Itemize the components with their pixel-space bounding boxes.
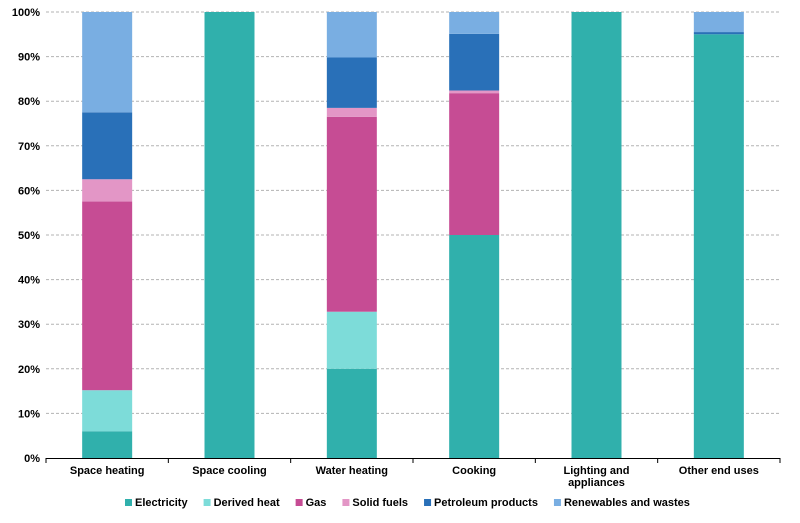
bar-segment-renewables-and-wastes-space-heating — [82, 12, 133, 113]
bar-segment-renewables-and-wastes-other-end-uses — [693, 12, 744, 33]
y-tick-label: 70% — [18, 141, 40, 153]
bar-segment-solid-fuels-space-heating — [82, 179, 133, 202]
x-category-label: Lighting and — [564, 465, 630, 477]
x-category-label: Other end uses — [679, 465, 759, 477]
y-tick-label: 100% — [12, 7, 40, 19]
bar-segment-petroleum-products-water-heating — [326, 57, 377, 108]
y-tick-label: 10% — [18, 408, 40, 420]
legend-item-solid-fuels: Solid fuels — [342, 497, 408, 509]
legend-item-petroleum-products: Petroleum products — [424, 497, 538, 509]
legend-label: Petroleum products — [434, 497, 538, 509]
x-axis — [45, 458, 781, 463]
gridlines — [46, 11, 780, 414]
bar-segment-electricity-cooking — [449, 235, 500, 458]
y-tick-label: 60% — [18, 185, 40, 197]
y-tick-label: 80% — [18, 96, 40, 108]
legend-item-gas: Gas — [295, 497, 327, 509]
bar-segment-derived-heat-space-heating — [82, 390, 133, 432]
legend-swatch — [125, 499, 132, 506]
legend-swatch — [424, 499, 432, 506]
legend-swatch — [203, 499, 211, 506]
bar-segment-electricity-lighting-and-appliances — [571, 12, 622, 458]
bar-segment-petroleum-products-space-heating — [82, 112, 133, 180]
legend-item-renewables-and-wastes: Renewables and wastes — [553, 497, 690, 509]
y-tick-label: 50% — [18, 230, 40, 242]
y-tick-label: 0% — [24, 453, 40, 465]
bar-segment-electricity-other-end-uses — [693, 34, 744, 459]
bar-segment-electricity-space-heating — [82, 431, 133, 458]
x-category-label: Water heating — [316, 465, 388, 477]
x-category-label: Space heating — [70, 465, 145, 477]
legend-item-electricity: Electricity — [125, 497, 188, 509]
legend-label: Gas — [306, 497, 327, 509]
legend-label: Derived heat — [214, 497, 280, 509]
legend: Electricity Derived heat Gas Solid fuels Pet… — [125, 497, 690, 509]
bar-segment-renewables-and-wastes-cooking — [449, 12, 500, 34]
legend-label: Electricity — [135, 497, 188, 509]
legend-swatch — [342, 499, 350, 506]
bar-segment-petroleum-products-other-end-uses — [693, 32, 744, 35]
bar-segment-gas-water-heating — [326, 116, 377, 312]
bars — [82, 12, 744, 459]
bar-segment-solid-fuels-cooking — [449, 90, 500, 94]
bar-segment-solid-fuels-water-heating — [326, 107, 377, 117]
y-tick-label: 30% — [18, 319, 40, 331]
x-axis-categories: Space heating Space cooling Water heating C… — [70, 465, 759, 489]
x-category-label: Space cooling — [192, 465, 267, 477]
bar-segment-gas-cooking — [449, 93, 500, 235]
bar-segment-electricity-water-heating — [326, 368, 377, 458]
x-category-label: Cooking — [452, 465, 496, 477]
bar-segment-renewables-and-wastes-water-heating — [326, 12, 377, 58]
x-category-label: appliances — [568, 477, 625, 489]
legend-swatch — [553, 499, 561, 506]
y-tick-label: 40% — [18, 275, 40, 287]
legend-item-derived-heat: Derived heat — [203, 497, 280, 509]
legend-label: Renewables and wastes — [564, 497, 690, 509]
bar-segment-gas-space-heating — [82, 201, 133, 391]
legend-swatch — [295, 499, 303, 506]
y-tick-label: 20% — [18, 364, 40, 376]
y-tick-label: 90% — [18, 52, 40, 64]
bar-segment-petroleum-products-cooking — [449, 33, 500, 91]
legend-label: Solid fuels — [352, 497, 408, 509]
bar-segment-derived-heat-water-heating — [326, 311, 377, 369]
bar-segment-electricity-space-cooling — [204, 12, 255, 458]
y-axis-ticks: 0% 10% 20% 30% 40% 50% 60% 70% 80% 90% 100% — [12, 7, 40, 465]
